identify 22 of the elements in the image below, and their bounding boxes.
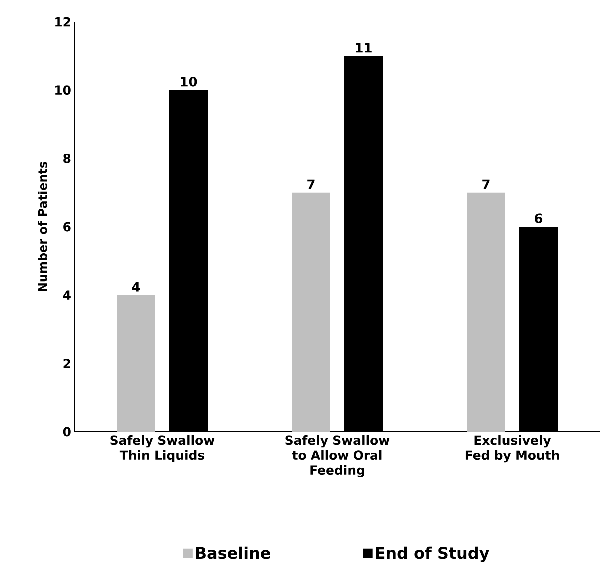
- y-axis-title: Number of Patients: [38, 162, 48, 292]
- data-label: 7: [308, 180, 315, 190]
- legend-label: End of Study: [376, 546, 490, 562]
- y-tick-label: 6: [64, 222, 71, 232]
- y-tick-label: 12: [56, 17, 70, 27]
- data-label: 4: [132, 282, 140, 292]
- y-tick-label: 2: [64, 359, 70, 368]
- x-tick-label: Safely Swallow to Allow Oral Feeding: [286, 436, 390, 478]
- bar: [292, 192, 331, 432]
- legend-label: Baseline: [196, 546, 270, 560]
- data-label: 10: [181, 77, 198, 87]
- data-label: 6: [535, 214, 543, 224]
- x-tick-label: Safely Swallow Thin Liquids: [110, 436, 215, 463]
- y-tick-label: 4: [63, 290, 71, 300]
- y-tick-label: 10: [56, 86, 71, 96]
- y-tick-label: 8: [64, 154, 71, 164]
- bar: [117, 295, 156, 432]
- data-label: 7: [482, 180, 490, 190]
- data-label: 11: [356, 43, 372, 53]
- bar: [467, 192, 506, 432]
- x-tick-label: Exclusively Fed by Mouth: [466, 436, 560, 463]
- y-tick-label: 0: [63, 427, 71, 437]
